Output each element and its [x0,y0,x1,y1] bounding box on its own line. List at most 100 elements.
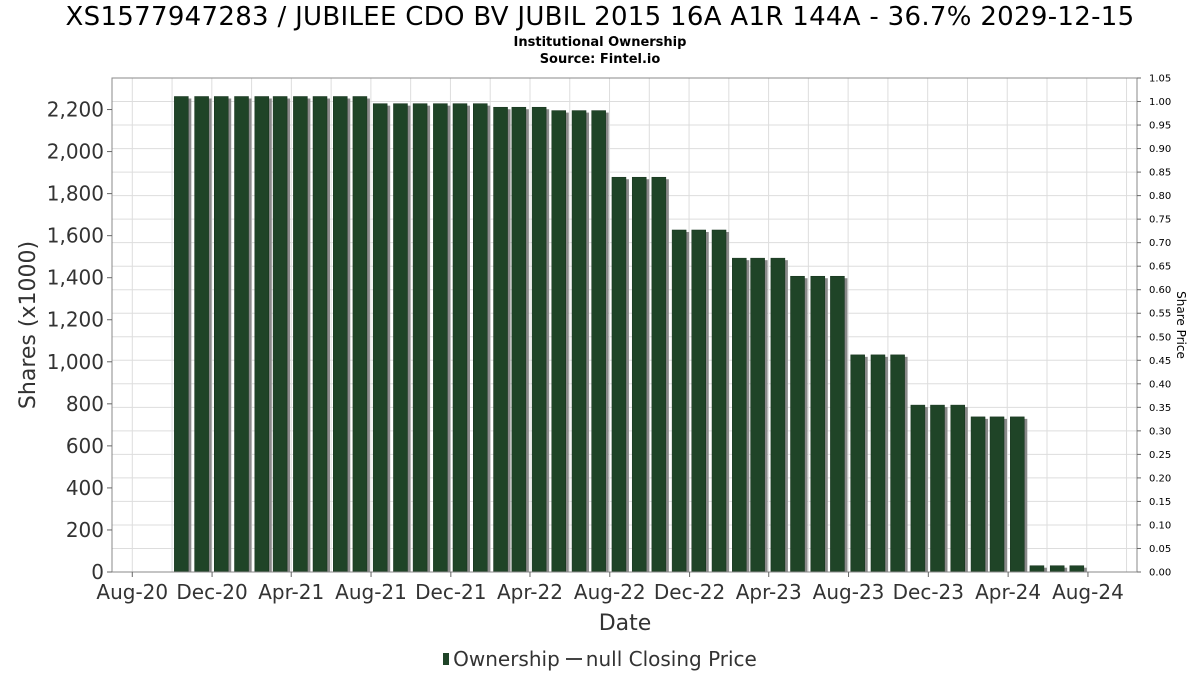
y2-axis-tick-label: 0.20 [1149,473,1171,484]
ownership-bar [194,96,209,573]
chart-subtitle: Institutional Ownership [513,35,687,50]
y2-axis-tick-label: 0.00 [1149,568,1171,579]
ownership-bar [234,96,249,573]
y2-axis-tick-label: 0.85 [1149,168,1171,179]
ownership-bar [511,106,527,573]
ownership-bar [1069,565,1085,573]
ownership-bar [611,176,627,573]
ownership-bar [372,103,388,573]
y2-axis-tick-label: 0.65 [1149,262,1171,273]
plot-frame [111,77,1138,573]
ownership-bar [1029,565,1045,573]
ownership-bar [254,96,270,573]
y-axis-tick-label: 800 [66,392,104,416]
ownership-bar [870,354,886,573]
x-axis-tick-label: Aug-24 [1052,580,1124,604]
ownership-bar [452,103,468,573]
y2-axis-tick-label: 0.75 [1149,215,1171,226]
y2-axis-tick-label: 0.10 [1149,520,1171,531]
x-axis-tick-label: Aug-22 [574,580,646,604]
y2-axis-tick-label: 1.00 [1149,97,1171,108]
y2-axis-tick-label: 0.15 [1149,497,1171,508]
x-axis-tick-label: Dec-21 [415,580,486,604]
x-axis-tick-label: Apr-24 [975,580,1041,604]
y-axis-tick-label: 2,200 [47,98,104,122]
ownership-bar [810,275,826,573]
x-axis-tick-label: Apr-22 [497,580,563,604]
ownership-bar [333,96,348,573]
ownership-bar [830,275,845,573]
ownership-bar [1049,565,1065,573]
y2-axis-tick-label: 0.60 [1149,285,1171,296]
y2-axis-tick-label: 0.35 [1149,403,1171,414]
ownership-bar [293,96,308,573]
ownership-bar [930,404,945,573]
y-axis-tick-label: 200 [66,518,104,542]
ownership-bar [493,106,508,573]
ownership-bar [989,416,1005,573]
y-axis-tick-label: 600 [66,434,104,458]
ownership-bar [910,404,926,573]
x-axis-tick-label: Dec-20 [176,580,247,604]
y2-axis-tick-label: 0.90 [1149,144,1171,155]
ownership-bar [671,229,687,573]
ownership-bar [770,257,786,573]
x-axis-tick-label: Apr-23 [736,580,802,604]
y2-axis-tick-label: 0.95 [1149,121,1171,132]
x-axis-tick-label: Dec-22 [654,580,725,604]
y2-axis-tick-label: 0.50 [1149,332,1171,343]
x-axis-tick-label: Dec-23 [893,580,964,604]
price-legend-swatch [565,658,582,660]
y2-axis-title: Share Price [1174,291,1188,359]
y-axis-title: Shares (x1000) [16,241,41,409]
x-axis-tick-label: Aug-23 [813,580,885,604]
y-axis-tick-label: 1,800 [47,182,104,206]
ownership-bar [531,106,547,573]
y2-axis-tick-label: 0.55 [1149,309,1171,320]
ownership-bar [312,96,328,573]
ownership-bar [750,257,765,573]
chart-source: Source: Fintel.io [539,52,661,67]
y2-axis-tick-label: 0.25 [1149,450,1171,461]
ownership-bar [433,103,448,573]
chart-title: XS1577947283 / JUBILEE CDO BV JUBIL 2015… [65,2,1135,32]
y-axis-tick-label: 1,200 [47,308,104,332]
ownership-bar [213,96,229,573]
ownership-bar [950,404,966,573]
x-axis-tick-label: Aug-21 [335,580,407,604]
ownership-bar [571,110,587,573]
y2-axis-tick-label: 0.45 [1149,356,1171,367]
ownership-bar [473,103,488,573]
ownership-legend-swatch [443,653,450,665]
x-axis-tick-label: Aug-20 [96,580,168,604]
y2-axis-tick-label: 0.80 [1149,191,1171,202]
x-axis-tick-label: Apr-21 [258,580,324,604]
ownership-bar [711,229,727,573]
ownership-bar [1010,416,1025,573]
ownership-bar [691,229,706,573]
y-axis-tick-label: 1,000 [47,350,104,374]
y-axis-tick-label: 400 [66,476,104,500]
ownership-bar [732,257,747,573]
y2-axis-tick-label: 0.05 [1149,544,1171,555]
ownership-bar [850,354,865,573]
y-axis-tick-label: 1,600 [47,224,104,248]
ownership-bar [790,275,805,573]
ownership-bar [551,110,567,573]
ownership-bar [272,96,288,573]
y2-axis-tick-label: 0.30 [1149,426,1171,437]
ownership-bar [352,96,368,573]
y-axis-tick-label: 1,400 [47,266,104,290]
ownership-bar [393,103,408,573]
y-axis-tick-label: 0 [91,560,104,584]
x-axis-title: Date [599,611,652,636]
y2-axis-tick-label: 0.70 [1149,238,1171,249]
ownership-bar [591,110,606,573]
y-axis-tick-label: 2,000 [47,140,104,164]
y2-axis-tick-label: 0.40 [1149,379,1171,390]
y2-axis-tick-label: 1.05 [1149,74,1171,85]
ownership-bar [970,416,986,573]
ownership-bar [890,354,905,573]
ownership-bar [631,176,647,573]
